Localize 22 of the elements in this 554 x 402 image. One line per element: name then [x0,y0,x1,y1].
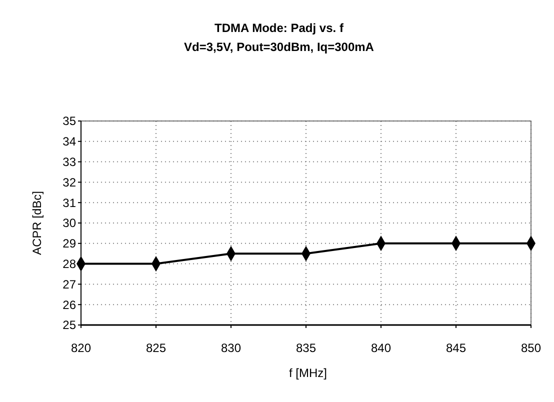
x-tick-label: 845 [446,341,466,355]
y-tick-label: 27 [62,277,76,292]
y-tick-label: 28 [62,257,76,271]
x-tick-label: 820 [70,341,92,355]
x-tick-label: 850 [520,341,542,355]
chart-subtitle: Vd=3,5V, Pout=30dBm, Iq=300mA [184,40,374,54]
y-tick-label: 29 [62,236,76,251]
y-tick-label: 30 [62,216,76,230]
x-tick-label: 835 [296,341,316,355]
x-axis-title: f [MHz] [289,366,327,380]
y-tick-label: 31 [62,196,76,210]
y-tick-label: 34 [62,134,76,149]
y-tick-label: 32 [62,175,76,190]
x-tick-label: 840 [370,341,392,355]
y-axis-title: ACPR [dBc] [30,190,44,256]
y-tick-label: 25 [62,318,76,332]
y-tick-label: 35 [62,114,76,128]
y-tick-label: 33 [62,155,76,169]
x-tick-label: 830 [220,341,242,355]
x-tick-label: 825 [146,341,166,355]
chart-title: TDMA Mode: Padj vs. f [214,21,344,35]
y-tick-label: 26 [62,298,76,312]
